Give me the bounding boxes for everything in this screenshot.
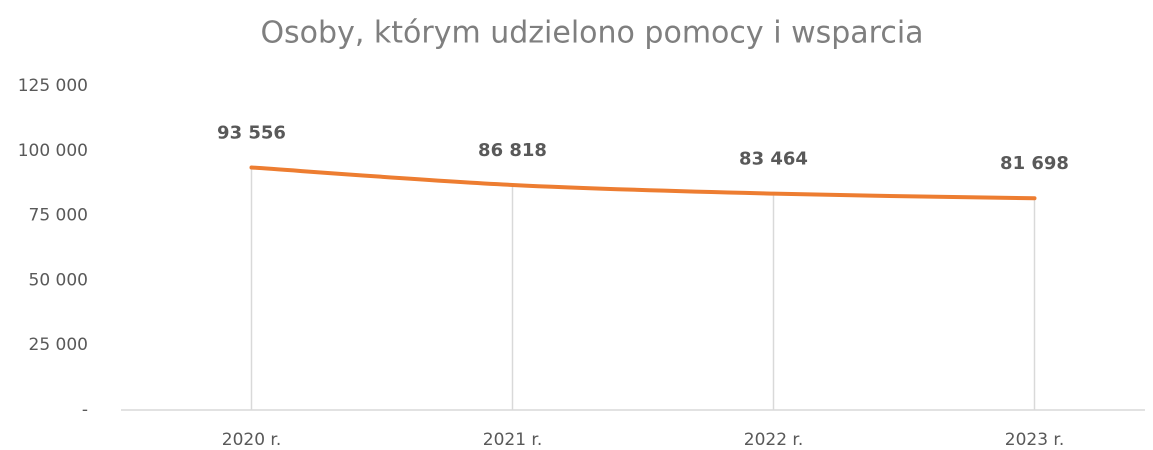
- line: [249, 165, 1037, 201]
- x-tick-label: 2020 r.: [222, 430, 282, 450]
- x-tick-label: 2022 r.: [744, 430, 804, 450]
- chart-title: Osoby, którym udzielono pomocy i wsparci…: [260, 16, 923, 51]
- data-label: 93 556: [217, 123, 286, 144]
- data-label: 83 464: [739, 149, 808, 170]
- y-tick-label: 75 000: [29, 206, 88, 226]
- x-tick-label: 2023 r.: [1005, 430, 1065, 450]
- y-tick-label: 50 000: [29, 270, 88, 290]
- y-tick-label: 125 000: [18, 76, 88, 96]
- y-tick-label: 100 000: [18, 141, 88, 161]
- data-label: 81 698: [1000, 153, 1069, 174]
- x-tick-label: 2021 r.: [483, 430, 543, 450]
- y-tick-label: -: [82, 400, 88, 420]
- data-label: 86 818: [478, 140, 547, 161]
- y-tick-label: 25 000: [29, 335, 88, 355]
